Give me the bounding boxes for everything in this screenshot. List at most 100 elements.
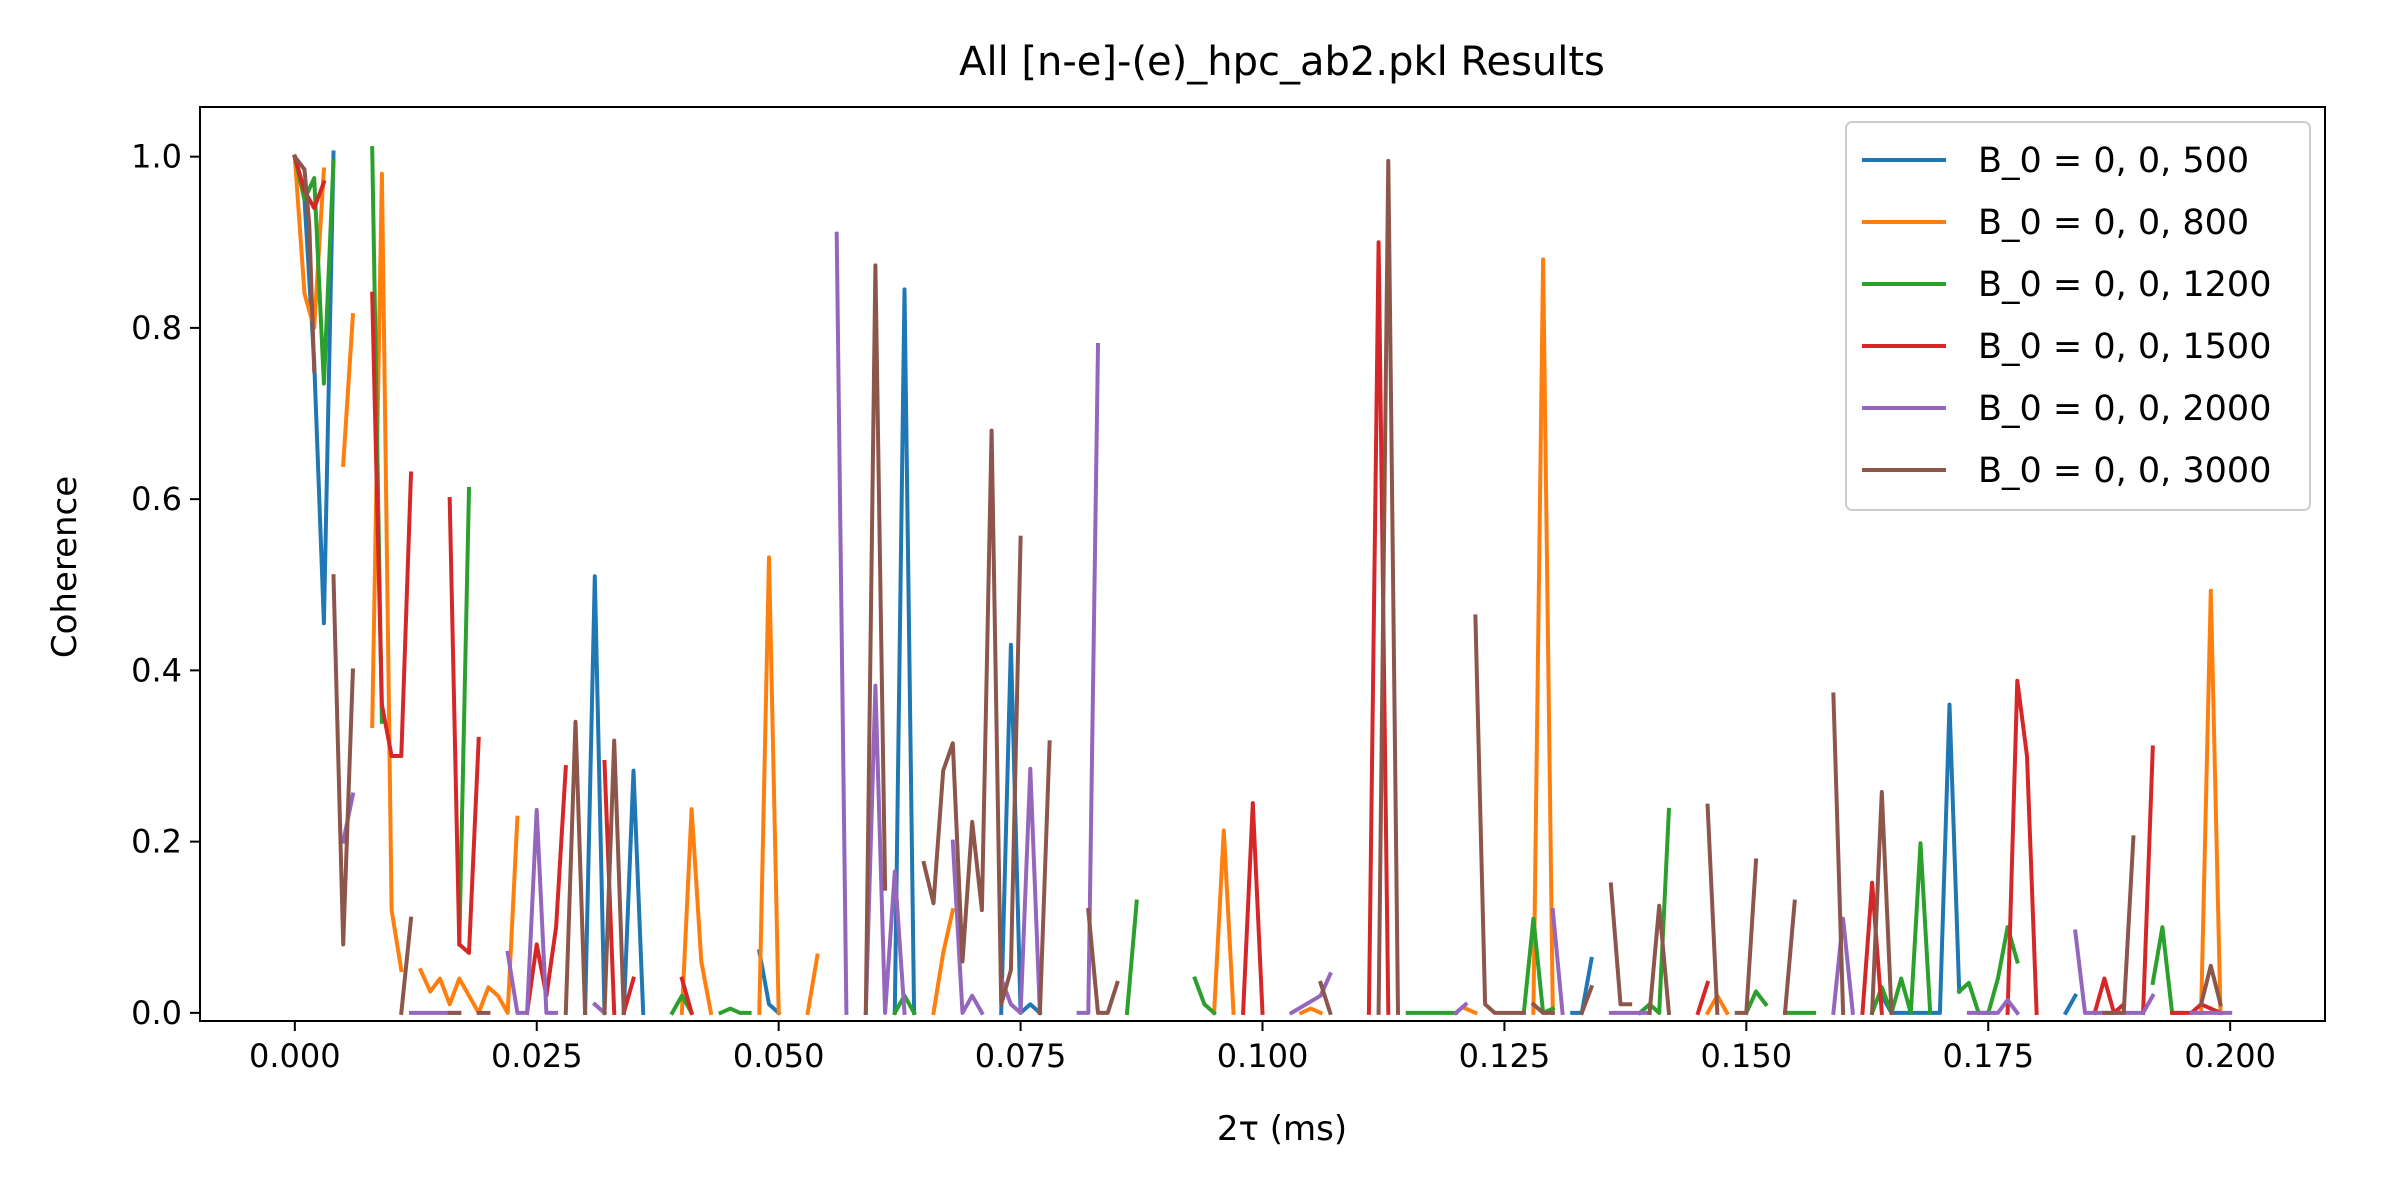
series-5 bbox=[340, 231, 2233, 1016]
series-line bbox=[1463, 1005, 1479, 1016]
series-layer bbox=[291, 146, 2233, 1016]
legend-label: B_0 = 0, 0, 3000 bbox=[1978, 451, 2271, 491]
series-line bbox=[679, 807, 714, 1016]
y-tick-label: 0.8 bbox=[131, 309, 182, 347]
series-line bbox=[892, 287, 917, 1015]
series-line bbox=[341, 312, 356, 468]
y-tick-label: 0.0 bbox=[131, 994, 182, 1032]
series-line bbox=[1086, 907, 1120, 1015]
series-line bbox=[1124, 899, 1139, 1016]
series-line bbox=[921, 428, 1023, 1007]
series-line bbox=[2092, 976, 2127, 1016]
series-line bbox=[1192, 976, 1217, 1016]
series-line bbox=[1637, 807, 1671, 1016]
series-6 bbox=[291, 153, 2223, 1016]
series-line bbox=[1550, 907, 1565, 1016]
series-line bbox=[1376, 158, 1401, 1015]
series-line bbox=[717, 1006, 752, 1016]
series-line bbox=[863, 263, 888, 1015]
series-line bbox=[1366, 240, 1391, 1015]
series-line bbox=[2005, 678, 2039, 1015]
x-tick-label: 0.125 bbox=[1459, 1037, 1551, 1075]
x-tick-label: 0.150 bbox=[1701, 1037, 1793, 1075]
y-axis: 0.0 0.2 0.4 0.6 0.8 1.0 bbox=[131, 138, 200, 1032]
series-line bbox=[1743, 989, 1769, 1016]
series-line bbox=[457, 486, 472, 947]
series-line bbox=[834, 231, 849, 1015]
legend-label: B_0 = 0, 0, 1500 bbox=[1978, 327, 2271, 367]
series-line bbox=[1860, 880, 1884, 1016]
series-line bbox=[399, 916, 414, 1016]
series-line bbox=[1241, 801, 1265, 1015]
series-line bbox=[950, 839, 985, 1016]
series-line bbox=[1076, 342, 1101, 1015]
series-line bbox=[505, 807, 559, 1015]
legend-label: B_0 = 0, 0, 1200 bbox=[1978, 265, 2271, 305]
x-tick-label: 0.200 bbox=[2184, 1037, 2276, 1075]
series-line bbox=[931, 907, 956, 1016]
series-line bbox=[1473, 614, 1526, 1015]
series-line bbox=[1647, 903, 1672, 1016]
x-axis-label: 2τ (ms) bbox=[1217, 1109, 1347, 1149]
series-line bbox=[1453, 1001, 1469, 1016]
series-line bbox=[1298, 1006, 1324, 1016]
series-line bbox=[2199, 588, 2223, 1015]
series-line bbox=[679, 976, 695, 1016]
series-line bbox=[863, 683, 907, 1016]
series-line bbox=[2198, 963, 2223, 1007]
series-line bbox=[1782, 899, 1797, 1016]
legend-label: B_0 = 0, 0, 2000 bbox=[1978, 389, 2271, 429]
y-tick-label: 1.0 bbox=[131, 138, 182, 176]
x-tick-label: 0.025 bbox=[491, 1037, 583, 1075]
series-line bbox=[1705, 803, 1720, 1015]
y-tick-label: 0.2 bbox=[131, 823, 182, 861]
legend-box bbox=[1845, 121, 2311, 511]
x-tick-label: 0.100 bbox=[1217, 1037, 1309, 1075]
series-line bbox=[1831, 692, 1846, 1015]
series-line bbox=[1870, 790, 1894, 1015]
series-line bbox=[2141, 745, 2155, 1015]
series-line bbox=[291, 153, 317, 373]
x-tick-label: 0.075 bbox=[975, 1037, 1067, 1075]
x-tick-label: 0.000 bbox=[249, 1037, 341, 1075]
y-tick-label: 0.4 bbox=[131, 651, 182, 689]
series-line bbox=[292, 154, 327, 210]
legend-label: B_0 = 0, 0, 500 bbox=[1978, 141, 2249, 181]
series-line bbox=[1608, 882, 1633, 1007]
series-line bbox=[602, 738, 626, 1015]
series-line bbox=[2102, 835, 2136, 1015]
x-axis: 0.000 0.025 0.050 0.075 0.100 0.125 0.150 0.175… bbox=[249, 1021, 2276, 1075]
series-line bbox=[1579, 984, 1595, 1016]
legend: B_0 = 0, 0, 500 B_0 = 0, 0, 800 B_0 = 0, 0… bbox=[1845, 121, 2311, 511]
series-line bbox=[756, 948, 782, 1016]
series-line bbox=[1318, 980, 1333, 1016]
series-line bbox=[563, 719, 588, 1015]
series-line bbox=[447, 497, 481, 955]
series-line bbox=[2073, 929, 2156, 1015]
series-line bbox=[1211, 828, 1236, 1016]
series-line bbox=[1288, 971, 1333, 1016]
series-line bbox=[1037, 740, 1052, 1015]
x-tick-label: 0.050 bbox=[733, 1037, 825, 1075]
series-line bbox=[805, 953, 820, 1016]
series-line bbox=[1695, 980, 1711, 1016]
legend-label: B_0 = 0, 0, 800 bbox=[1978, 203, 2249, 243]
y-axis-label: Coherence bbox=[45, 476, 85, 658]
series-line bbox=[998, 766, 1042, 1015]
plot-area bbox=[291, 146, 2233, 1016]
series-line bbox=[2062, 992, 2079, 1016]
series-line bbox=[370, 291, 414, 758]
series-line bbox=[1530, 1001, 1555, 1015]
series-line bbox=[583, 574, 607, 1015]
series-line bbox=[1521, 916, 1556, 1016]
x-tick-label: 0.175 bbox=[1942, 1037, 2034, 1075]
series-line bbox=[1531, 257, 1555, 1015]
series-line bbox=[331, 574, 355, 947]
series-line bbox=[757, 555, 781, 1015]
series-line bbox=[1966, 998, 2021, 1016]
series-line bbox=[621, 768, 646, 1015]
series-line bbox=[1734, 858, 1759, 1015]
series-4 bbox=[292, 154, 2224, 1016]
y-tick-label: 0.6 bbox=[131, 480, 182, 518]
